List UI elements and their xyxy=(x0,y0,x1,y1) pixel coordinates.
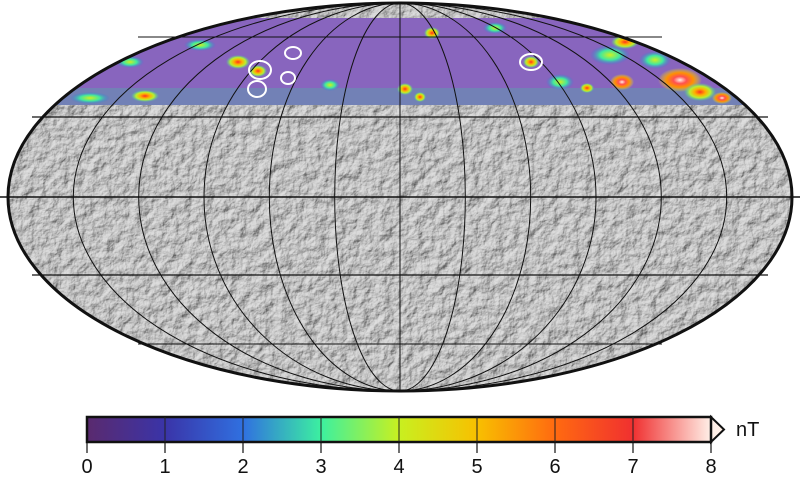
meridian-30 xyxy=(334,3,466,391)
meridian-120 xyxy=(138,3,662,391)
graticule xyxy=(0,1,800,393)
colorbar-tick-label: 3 xyxy=(315,456,327,478)
colorbar-ticks xyxy=(86,442,712,453)
anomaly-circle xyxy=(247,80,267,98)
meridian-60 xyxy=(268,3,532,391)
anomaly-circle xyxy=(284,46,302,60)
colorbar-extend-arrow xyxy=(710,414,726,445)
colorbar xyxy=(85,414,726,453)
meridian-90 xyxy=(203,3,597,391)
meridian-150 xyxy=(72,3,728,391)
colorbar-tick-label: 7 xyxy=(627,456,639,478)
anomaly-circle xyxy=(248,60,272,80)
colorbar-dividers xyxy=(164,417,634,442)
map-boundary xyxy=(6,1,794,393)
anomaly-circle xyxy=(519,53,543,71)
colorbar-tick-label: 1 xyxy=(159,456,171,478)
colorbar-unit-label: nT xyxy=(736,419,760,441)
colorbar-tick-label: 8 xyxy=(705,456,717,478)
colorbar-tick-label: 6 xyxy=(549,456,561,478)
anomaly-markers xyxy=(247,46,543,98)
colorbar-tick-label: 4 xyxy=(393,456,405,478)
anomaly-circle xyxy=(280,71,296,85)
colorbar-tick-label: 0 xyxy=(81,456,93,478)
colorbar-tick-label: 2 xyxy=(237,456,249,478)
colorbar-tick-label: 5 xyxy=(471,456,483,478)
